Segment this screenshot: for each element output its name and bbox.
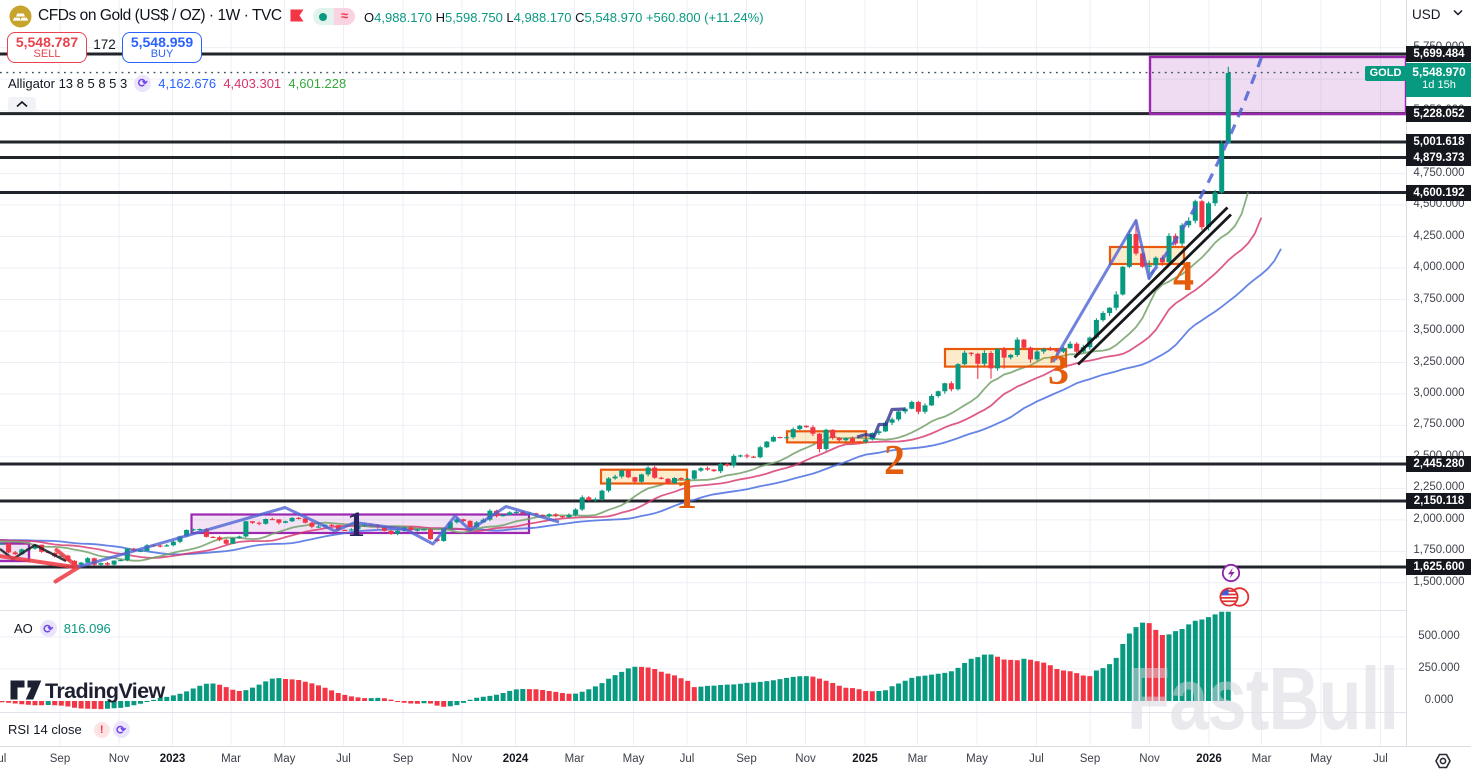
svg-text:FastBull: FastBull [1127,649,1398,747]
svg-text:1: 1 [347,504,365,544]
svg-text:4: 4 [1173,254,1194,300]
svg-text:TradingView: TradingView [45,679,166,703]
svg-text:3: 3 [1048,348,1069,394]
svg-text:2: 2 [884,438,905,484]
svg-text:1: 1 [676,472,697,518]
